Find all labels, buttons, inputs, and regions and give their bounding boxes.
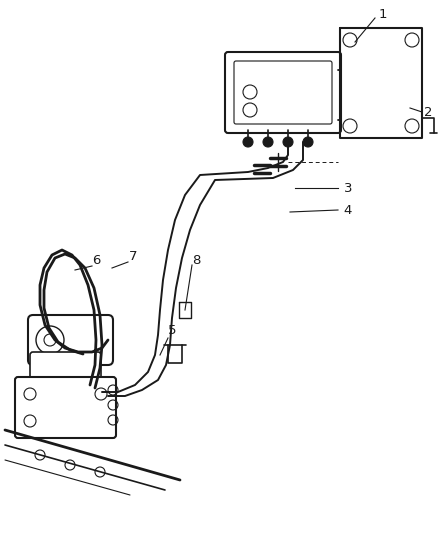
Text: 5: 5: [168, 324, 176, 336]
Circle shape: [243, 137, 253, 147]
FancyBboxPatch shape: [234, 61, 332, 124]
FancyBboxPatch shape: [28, 315, 113, 365]
FancyBboxPatch shape: [30, 352, 101, 386]
Circle shape: [303, 137, 313, 147]
Text: 1: 1: [379, 7, 387, 20]
Text: 4: 4: [344, 204, 352, 216]
Text: 7: 7: [129, 249, 137, 262]
Text: 6: 6: [92, 254, 100, 266]
Circle shape: [283, 137, 293, 147]
FancyBboxPatch shape: [15, 377, 116, 438]
FancyBboxPatch shape: [225, 52, 341, 133]
Text: 8: 8: [192, 254, 200, 266]
Text: 2: 2: [424, 106, 432, 118]
Text: 3: 3: [344, 182, 352, 195]
Circle shape: [263, 137, 273, 147]
